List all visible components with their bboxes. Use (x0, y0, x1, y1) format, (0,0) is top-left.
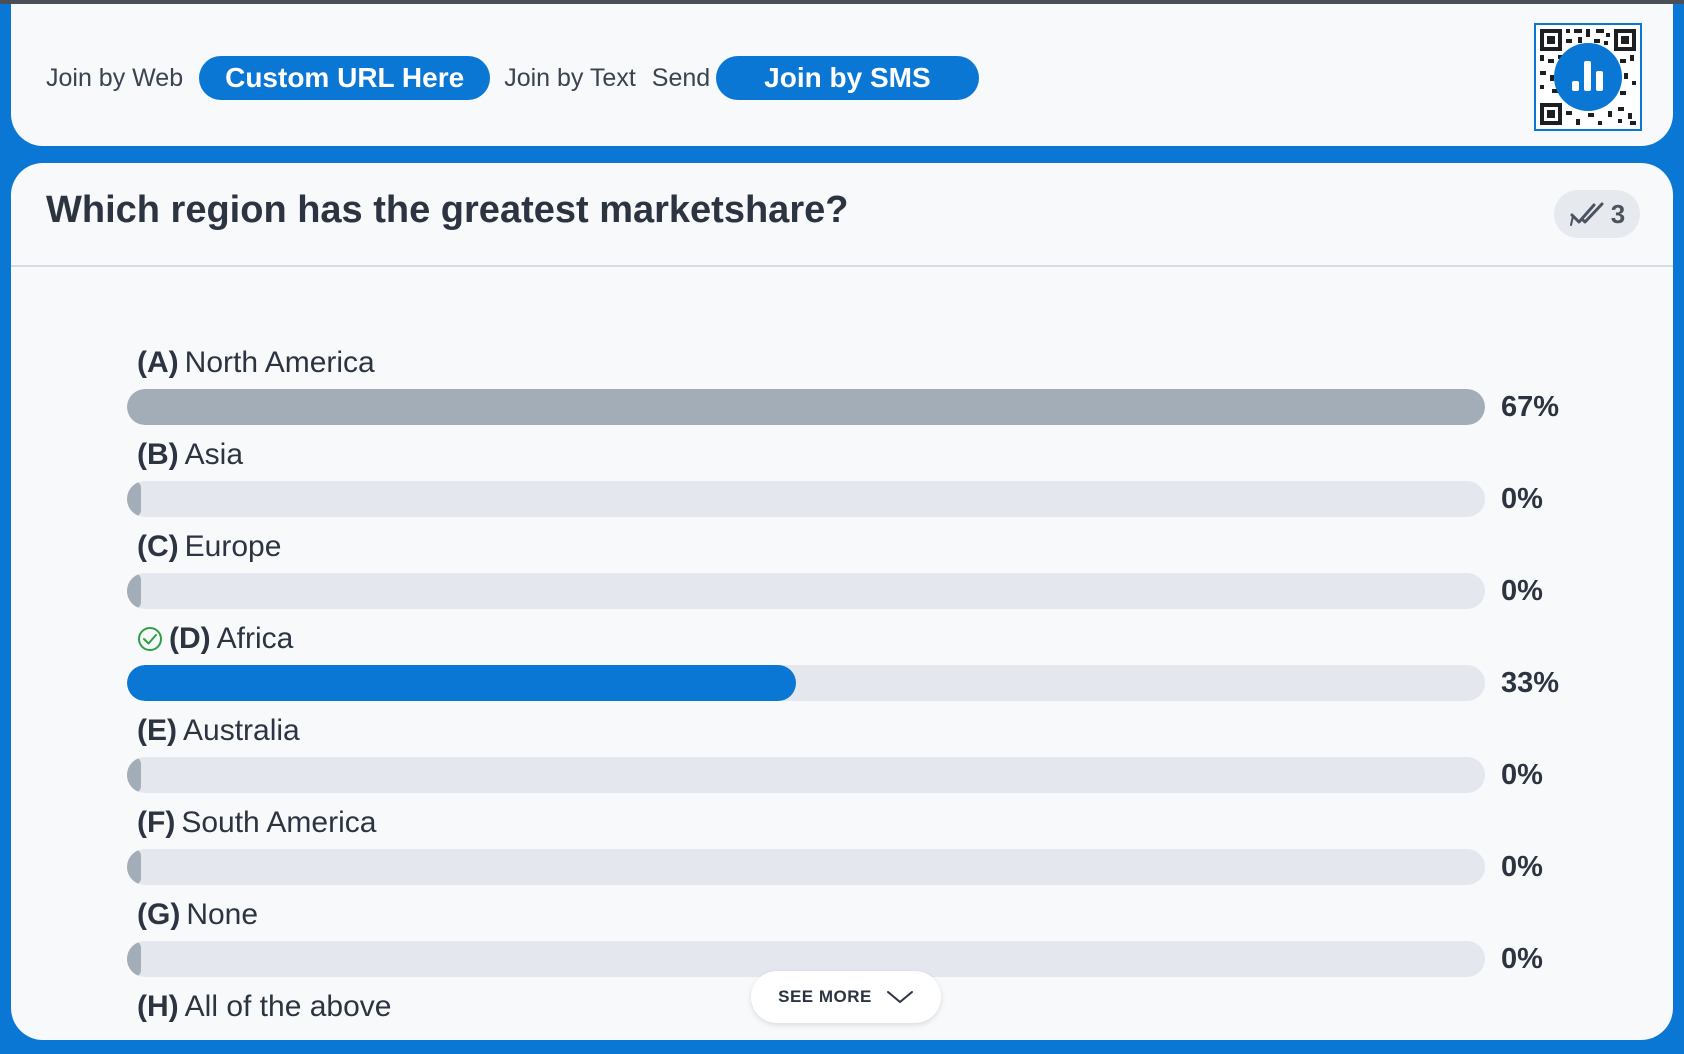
answer-option: (G) None 0% (127, 895, 1587, 983)
option-label: (D) Africa (137, 619, 293, 659)
answer-option: (F) South America 0% (127, 803, 1587, 891)
result-percentage: 0% (1501, 943, 1543, 975)
chevron-down-icon (886, 991, 913, 1003)
see-more-button[interactable]: SEE MORE (751, 971, 941, 1023)
option-label: (B) Asia (137, 435, 243, 475)
send-label: Send (651, 63, 711, 92)
answer-option: (E) Australia 0% (127, 711, 1587, 799)
option-label: (H) All of the above (137, 987, 391, 1027)
option-text: South America (181, 806, 377, 839)
option-text: North America (184, 346, 375, 379)
result-bar (127, 941, 141, 977)
answer-option: (D) Africa 33% (127, 619, 1587, 707)
result-bar-track (127, 757, 1485, 793)
result-percentage: 33% (1501, 667, 1560, 699)
result-bar (127, 481, 141, 517)
result-percentage: 0% (1501, 575, 1543, 607)
question-title: Which region has the greatest marketshar… (46, 189, 849, 231)
option-label: (A) North America (137, 343, 375, 383)
option-text: Australia (183, 714, 300, 747)
join-by-text-label: Join by Text (504, 63, 636, 92)
answer-option: (C) Europe 0% (127, 527, 1587, 615)
option-text: All of the above (184, 990, 392, 1023)
result-percentage: 67% (1501, 391, 1560, 423)
see-more-label: SEE MORE (778, 987, 872, 1006)
result-bar-track (127, 849, 1485, 885)
result-bar-track (127, 665, 1485, 701)
option-label: (C) Europe (137, 527, 281, 567)
join-header: Join by Web Custom URL Here Join by Text… (11, 4, 1673, 146)
response-count: 3 (1610, 198, 1626, 229)
answer-option: (A) North America 67% (127, 343, 1587, 431)
option-text: Europe (184, 530, 282, 563)
question-header: Which region has the greatest marketshar… (11, 163, 1673, 267)
option-letter: (D) (169, 622, 211, 655)
result-bar (127, 389, 1485, 425)
result-bar-track (127, 573, 1485, 609)
option-letter: (A) (137, 346, 179, 379)
result-percentage: 0% (1501, 759, 1543, 791)
option-text: None (186, 898, 259, 931)
result-bar (127, 665, 796, 701)
window-top-border (0, 0, 1684, 4)
result-percentage: 0% (1501, 851, 1543, 883)
result-bar (127, 573, 141, 609)
option-text: Africa (216, 622, 294, 655)
custom-url-link[interactable]: Custom URL Here (199, 56, 491, 100)
answer-options: (A) North America 67% (B) Asia 0% (C) Europe 0%(… (11, 163, 1673, 1040)
poll-results-card: Which region has the greatest marketshar… (11, 163, 1673, 1040)
result-bar-track (127, 481, 1485, 517)
correct-check-icon (138, 627, 162, 651)
double-check-icon (1569, 202, 1604, 226)
result-percentage: 0% (1501, 483, 1543, 515)
join-by-sms-button[interactable]: Join by SMS (716, 56, 979, 100)
option-label: (F) South America (137, 803, 376, 843)
option-letter: (G) (137, 898, 181, 931)
answer-option: (H) All of the above (127, 987, 1587, 1040)
qr-code-icon (1534, 23, 1642, 131)
option-label: (G) None (137, 895, 258, 935)
option-text: Asia (184, 438, 244, 471)
option-letter: (B) (137, 438, 179, 471)
response-count-badge: 3 (1554, 190, 1640, 238)
option-letter: (E) (137, 714, 177, 747)
result-bar-track (127, 389, 1485, 425)
join-instructions: Join by Web Custom URL Here Join by Text… (46, 54, 979, 102)
option-letter: (H) (137, 990, 179, 1023)
answer-option: (B) Asia 0% (127, 435, 1587, 523)
option-label: (E) Australia (137, 711, 300, 751)
option-letter: (F) (137, 806, 176, 839)
option-letter: (C) (137, 530, 179, 563)
result-bar (127, 757, 141, 793)
qr-code-graphic (1536, 25, 1640, 129)
result-bar (127, 849, 141, 885)
join-by-web-label: Join by Web (46, 63, 184, 92)
